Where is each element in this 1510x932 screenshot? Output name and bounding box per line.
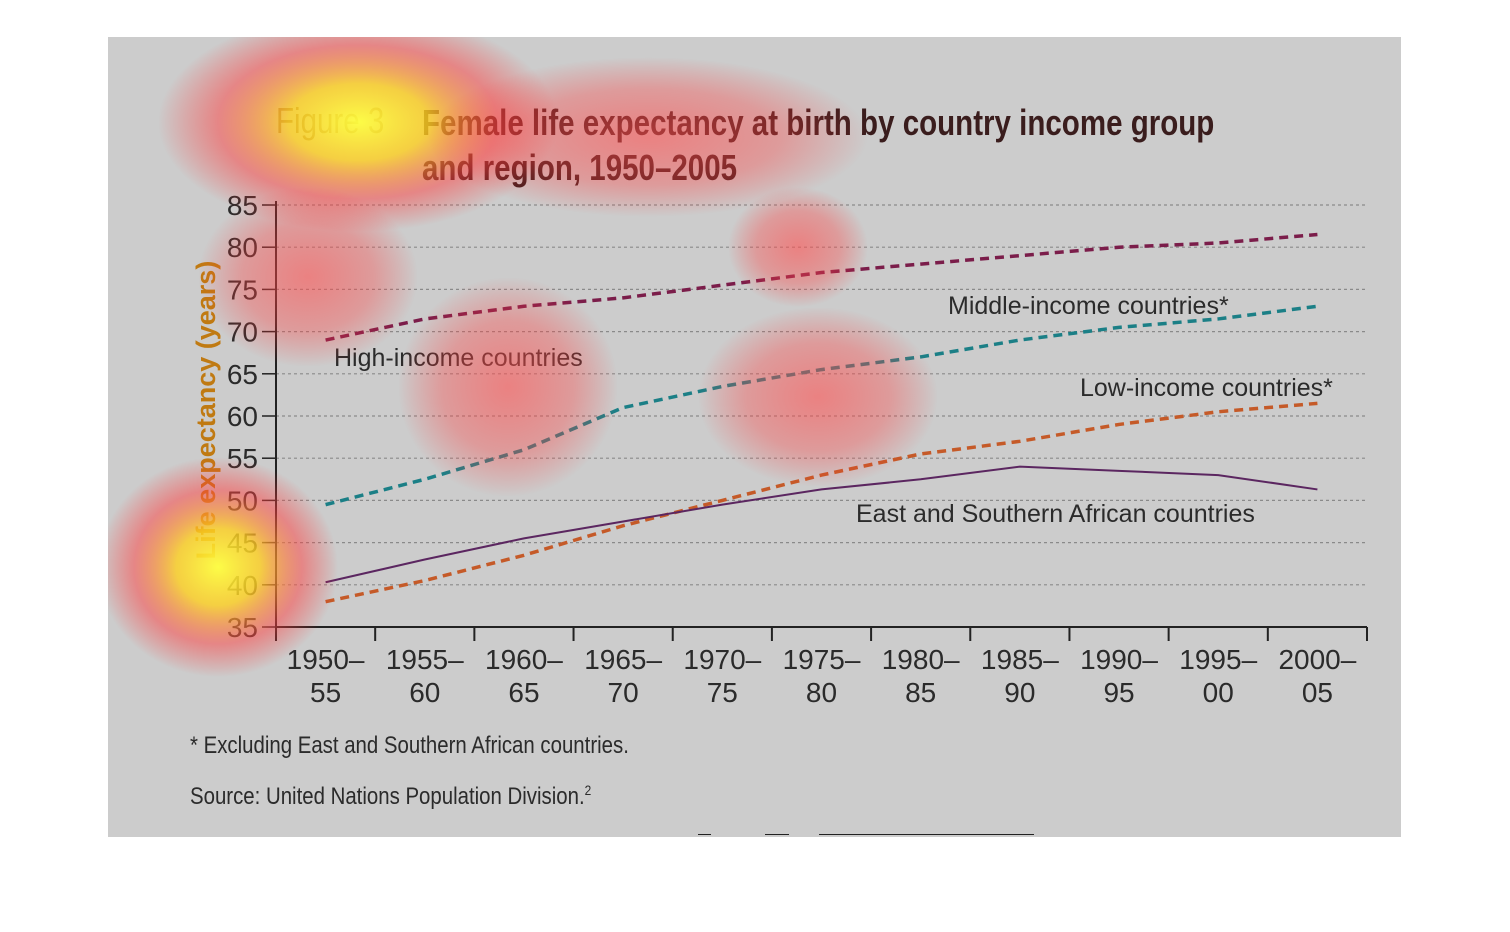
x-tick-label-0-line2: 55	[310, 677, 341, 708]
x-tick-label-7-line2: 90	[1004, 677, 1035, 708]
y-tick-label-45: 45	[227, 528, 258, 559]
x-tick-label-4-line2: 75	[707, 677, 738, 708]
x-tick-label-2-line1: 1960–	[485, 644, 563, 675]
series-label-3: East and Southern African countries	[856, 500, 1255, 528]
x-tick-label-9-line1: 1995–	[1179, 644, 1257, 675]
x-tick-label-0-line1: 1950–	[287, 644, 365, 675]
x-tick-label-4-line1: 1970–	[683, 644, 761, 675]
x-tick-label-2-line2: 65	[508, 677, 539, 708]
source-superscript: 2	[584, 782, 592, 798]
underline-mark-2	[765, 834, 789, 835]
y-tick-label-40: 40	[227, 570, 258, 601]
y-tick-label-50: 50	[227, 485, 258, 516]
underline-mark-1	[698, 834, 711, 835]
x-tick-label-1-line1: 1955–	[386, 644, 464, 675]
x-tick-label-3-line1: 1965–	[584, 644, 662, 675]
x-tick-label-9-line2: 00	[1203, 677, 1234, 708]
underline-mark-3	[819, 834, 1034, 835]
y-axis-label: Life expectancy (years)	[191, 261, 221, 560]
x-tick-label-6-line2: 85	[905, 677, 936, 708]
x-tick-label-1-line2: 60	[409, 677, 440, 708]
source-note: Source: United Nations Population Divisi…	[190, 782, 591, 811]
y-tick-label-35: 35	[227, 612, 258, 643]
x-tick-label-10-line2: 05	[1302, 677, 1333, 708]
source-text: Source: United Nations Population Divisi…	[190, 783, 585, 810]
series-labels: High-income countries Middle-income count…	[334, 292, 1333, 528]
axes: 35404550556065707580851950–551955–601960…	[227, 190, 1368, 708]
series-label-0: High-income countries	[334, 344, 583, 372]
x-tick-label-5-line1: 1975–	[783, 644, 861, 675]
x-tick-label-6-line1: 1980–	[882, 644, 960, 675]
y-tick-label-75: 75	[227, 274, 258, 305]
x-tick-label-7-line1: 1985–	[981, 644, 1059, 675]
series-line-0	[325, 232, 1318, 342]
y-tick-label-65: 65	[227, 359, 258, 390]
y-tick-label-70: 70	[227, 317, 258, 348]
series-label-1: Middle-income countries*	[948, 292, 1229, 320]
y-tick-label-60: 60	[227, 401, 258, 432]
y-tick-label-85: 85	[227, 190, 258, 221]
x-tick-label-10-line1: 2000–	[1278, 644, 1356, 675]
y-tick-label-55: 55	[227, 443, 258, 474]
y-tick-label-80: 80	[227, 232, 258, 263]
footnote: * Excluding East and Southern African co…	[190, 732, 629, 759]
x-tick-label-8-line2: 95	[1103, 677, 1134, 708]
series-line-3	[325, 465, 1318, 584]
x-tick-label-5-line2: 80	[806, 677, 837, 708]
x-tick-label-3-line2: 70	[608, 677, 639, 708]
x-tick-label-8-line1: 1990–	[1080, 644, 1158, 675]
series-label-2: Low-income countries*	[1080, 374, 1333, 402]
